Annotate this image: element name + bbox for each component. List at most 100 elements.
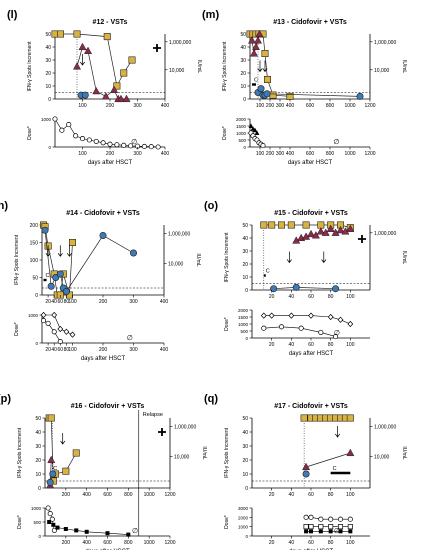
data-point: [346, 448, 355, 457]
empty-set-icon: ∅: [132, 528, 138, 535]
death-cross-icon: [158, 428, 166, 436]
dose-point: [86, 137, 92, 143]
dose-line: [54, 118, 159, 148]
dose-x-tick-label: 100: [256, 151, 265, 157]
x-tick-label: 100: [256, 103, 265, 109]
dose-point: [69, 331, 76, 338]
y-right-axis-title: IU/mL: [196, 60, 202, 74]
panel-title: #17 - Cidofovir + VSTs: [274, 403, 348, 410]
x-tick-label: 300: [129, 299, 138, 305]
y-axis-title: IFN-γ Spots Increment: [27, 41, 33, 92]
dose-x-tick-label: 100: [346, 540, 355, 546]
x-tick-label: 60: [308, 294, 314, 300]
data-point: [260, 221, 268, 229]
dose-x-tick-label: 20: [45, 347, 51, 353]
down-arrow-icon: [80, 54, 85, 66]
dose-point: [93, 138, 99, 144]
panel-label: (o): [204, 200, 218, 212]
dose-x-tick-label: 1000: [344, 151, 355, 157]
data-point: [46, 478, 54, 486]
data-point: [356, 92, 364, 100]
x-tick-label: 80: [328, 492, 334, 498]
data-point: [78, 42, 87, 51]
y-right-tick-label: 1,000,000: [168, 231, 190, 237]
data-point: [302, 221, 310, 229]
y-tick-label: 50: [242, 223, 248, 229]
data-point: [277, 221, 285, 229]
data-point: [41, 226, 49, 234]
y-tick-label: 0: [35, 293, 38, 299]
dose-y-tick-label: 0: [245, 534, 248, 539]
x-tick-label: 40: [51, 299, 57, 305]
dose-axis-title: Dose*: [224, 515, 230, 529]
y-tick-label: 40: [45, 45, 51, 51]
data-point: [326, 224, 335, 232]
dose-point: [57, 325, 64, 333]
panel-title: #16 - Cidofovir + VSTs: [71, 403, 145, 410]
data-point: [52, 273, 60, 281]
dose-point: [318, 516, 324, 522]
dose-point: [338, 529, 343, 534]
data-point: [103, 33, 111, 41]
dose-point: [308, 514, 314, 520]
data-point: [69, 239, 77, 247]
y-tick-label: 30: [35, 444, 41, 450]
y-right-tick-label: 1,000,000: [374, 40, 396, 46]
y-tick-label: 0: [243, 97, 246, 103]
panel-l: (l) #12 - VSTs 0 10 20 30 40 50 10,000 1,000,000 I…: [7, 9, 202, 166]
dose-point: [318, 329, 324, 335]
dose-point: [347, 516, 353, 522]
data-point: [110, 85, 119, 93]
data-point: [73, 30, 81, 38]
dose-x-tick-label: 60: [308, 540, 314, 546]
panel-title: #12 - VSTs: [93, 19, 128, 26]
data-point: [306, 229, 316, 238]
dose-y-tick-label: 2000: [238, 515, 249, 520]
dose-x-tick-label: 400: [286, 151, 295, 157]
dose-point: [318, 529, 323, 534]
y-tick-label: 30: [242, 444, 248, 450]
down-arrow-icon: [57, 245, 63, 257]
dose-point: [308, 312, 314, 319]
death-cross-icon: [153, 44, 161, 52]
y-tick-label: 50: [32, 276, 38, 282]
dose-point: [278, 324, 285, 330]
data-point: [268, 221, 276, 229]
dose-point: [254, 130, 260, 135]
dose-x-tick-label: 20: [269, 540, 275, 546]
data-point: [316, 227, 325, 235]
series-circle: [77, 91, 89, 99]
data-point: [116, 94, 126, 103]
data-point: [47, 455, 56, 464]
dose-y-tick-label: 0: [243, 145, 246, 150]
data-point: [346, 224, 355, 232]
y-axis-title: IFN-γ Spots Increment: [14, 234, 20, 285]
dose-y-tick-label: 1000: [31, 506, 42, 511]
x-tick-label: 60: [308, 492, 314, 498]
dose-x-tick-label: 80: [328, 540, 334, 546]
panel-label: (n): [0, 200, 8, 212]
series-triangle: [247, 29, 264, 57]
y-right-tick-label: 10,000: [374, 68, 390, 74]
death-cross-icon: [358, 235, 366, 243]
series-triangle: [302, 448, 355, 471]
dose-point: [79, 136, 86, 142]
dose-line: [263, 315, 351, 325]
dose-y-tick-label: 500: [33, 520, 41, 525]
y-tick-label: 30: [242, 249, 248, 255]
y-axis-title: IFN-γ Spots Increment: [224, 232, 230, 283]
dose-y-tick-label: 3000: [238, 506, 249, 511]
down-arrow-icon: [321, 251, 327, 264]
y-tick-label: 50: [242, 416, 248, 422]
dose-point: [252, 127, 258, 133]
cidofovir-label: C: [46, 273, 50, 279]
data-point: [72, 62, 82, 70]
data-point: [130, 249, 138, 257]
dose-point: [126, 532, 131, 537]
dose-point: [288, 312, 295, 319]
down-arrow-icon: [66, 245, 72, 257]
dose-point: [328, 524, 334, 530]
y-right-tick-label: 1,000,000: [174, 424, 196, 430]
dose-x-tick-label: 300: [133, 151, 142, 157]
y-axis-title: IFN-γ Spots Increment: [224, 427, 230, 478]
